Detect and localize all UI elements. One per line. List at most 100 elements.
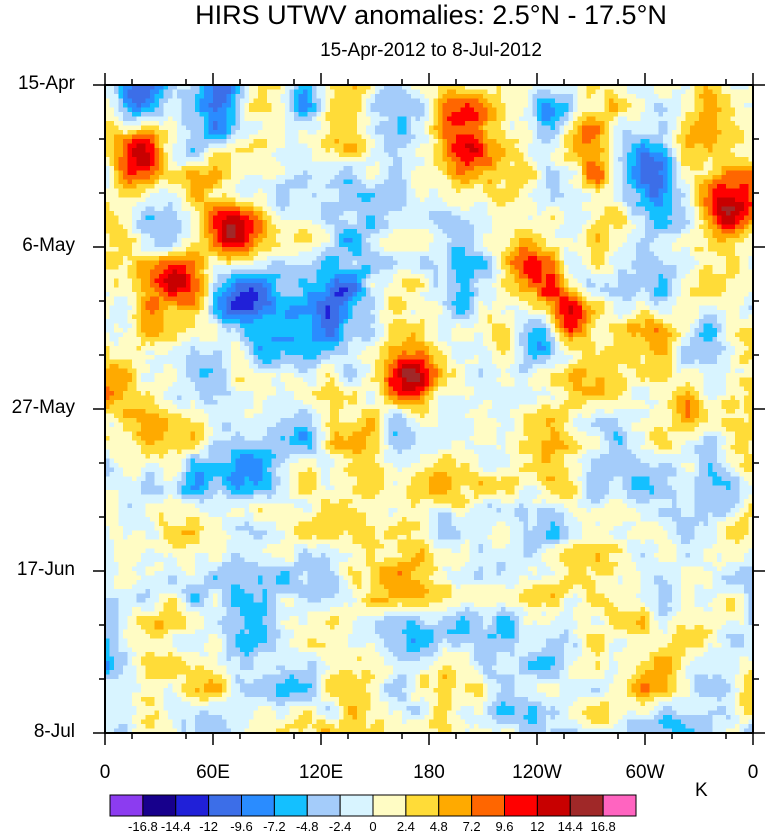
heatmap-cell	[361, 125, 367, 131]
heatmap-cell	[694, 175, 700, 180]
heatmap-cell	[663, 107, 668, 113]
heatmap-cell	[204, 139, 209, 144]
heatmap-cell	[595, 215, 601, 221]
heatmap-cell	[379, 112, 385, 117]
heatmap-cell	[658, 220, 664, 225]
heatmap-cell	[730, 184, 736, 189]
heatmap-cell	[568, 139, 574, 144]
heatmap-cell	[289, 193, 295, 198]
heatmap-cell	[361, 184, 367, 189]
heatmap-cell	[289, 233, 295, 239]
heatmap-cell	[604, 116, 610, 122]
heatmap-cell	[483, 94, 488, 99]
heatmap-cell	[523, 197, 529, 203]
heatmap-cell	[249, 112, 254, 117]
heatmap-cell	[631, 220, 637, 225]
heatmap-cell	[654, 98, 659, 104]
heatmap-cell	[316, 211, 322, 216]
heatmap-cell	[735, 121, 740, 126]
heatmap-cell	[708, 202, 713, 207]
heatmap-cell	[748, 233, 754, 239]
heatmap-cell	[258, 148, 263, 153]
heatmap-cell	[550, 238, 556, 243]
heatmap-cell	[483, 202, 488, 207]
heatmap-cell	[204, 224, 209, 230]
heatmap-cell	[262, 184, 268, 189]
heatmap-cell	[181, 206, 187, 212]
heatmap-cell	[303, 188, 308, 194]
heatmap-cell	[654, 116, 659, 122]
heatmap-cell	[438, 211, 443, 216]
heatmap-cell	[330, 152, 335, 158]
heatmap-cell	[609, 116, 614, 122]
heatmap-cell	[564, 215, 569, 221]
heatmap-cell	[469, 175, 475, 180]
heatmap-cell	[519, 148, 524, 153]
heatmap-cell	[330, 161, 335, 167]
heatmap-cell	[370, 166, 376, 171]
heatmap-cell	[280, 202, 286, 207]
heatmap-cell	[384, 206, 389, 212]
heatmap-cell	[334, 206, 340, 212]
heatmap-cell	[681, 112, 686, 117]
heatmap-cell	[159, 229, 164, 234]
heatmap-cell	[501, 170, 506, 176]
heatmap-cell	[645, 229, 650, 234]
heatmap-cell	[285, 98, 290, 104]
heatmap-cell	[492, 206, 497, 212]
heatmap-cell	[357, 134, 362, 140]
heatmap-cell	[343, 121, 349, 126]
heatmap-cell	[402, 224, 407, 230]
heatmap-cell	[388, 161, 394, 167]
heatmap-cell	[703, 157, 709, 162]
heatmap-cell	[726, 211, 731, 216]
heatmap-cell	[168, 175, 173, 180]
heatmap-cell	[132, 103, 137, 108]
heatmap-cell	[505, 166, 511, 171]
heatmap-cell	[253, 94, 259, 99]
heatmap-cell	[181, 143, 187, 149]
heatmap-cell	[136, 179, 142, 185]
heatmap-cell	[685, 85, 691, 90]
heatmap-cell	[595, 229, 601, 234]
heatmap-cell	[537, 152, 542, 158]
heatmap-cell	[447, 107, 452, 113]
heatmap-cell	[163, 166, 169, 171]
heatmap-cell	[343, 170, 349, 176]
heatmap-cell	[379, 94, 385, 99]
heatmap-cell	[627, 166, 632, 171]
heatmap-cell	[532, 157, 538, 162]
heatmap-cell	[325, 224, 331, 230]
heatmap-cell	[744, 152, 749, 158]
heatmap-cell	[348, 184, 353, 189]
heatmap-cell	[123, 134, 128, 140]
heatmap-cell	[249, 179, 254, 185]
heatmap-cell	[546, 94, 551, 99]
heatmap-cell	[348, 206, 353, 212]
heatmap-cell	[118, 238, 124, 243]
heatmap-cell	[168, 179, 173, 185]
heatmap-cell	[411, 188, 416, 194]
heatmap-cell	[721, 229, 727, 234]
heatmap-cell	[631, 112, 637, 117]
heatmap-cell	[631, 215, 637, 221]
heatmap-cell	[451, 211, 457, 216]
heatmap-cell	[730, 211, 736, 216]
heatmap-cell	[424, 220, 430, 225]
heatmap-cell	[276, 179, 281, 185]
heatmap-cell	[186, 229, 191, 234]
heatmap-cell	[213, 238, 218, 243]
heatmap-cell	[604, 206, 610, 212]
heatmap-cell	[645, 175, 650, 180]
heatmap-cell	[469, 161, 475, 167]
heatmap-cell	[163, 193, 169, 198]
heatmap-cell	[478, 85, 484, 90]
heatmap-cell	[694, 152, 700, 158]
heatmap-cell	[478, 215, 484, 221]
heatmap-cell	[343, 94, 349, 99]
heatmap-cell	[613, 184, 619, 189]
heatmap-cell	[564, 166, 569, 171]
heatmap-cell	[519, 197, 524, 203]
heatmap-cell	[298, 170, 304, 176]
heatmap-cell	[195, 139, 200, 144]
